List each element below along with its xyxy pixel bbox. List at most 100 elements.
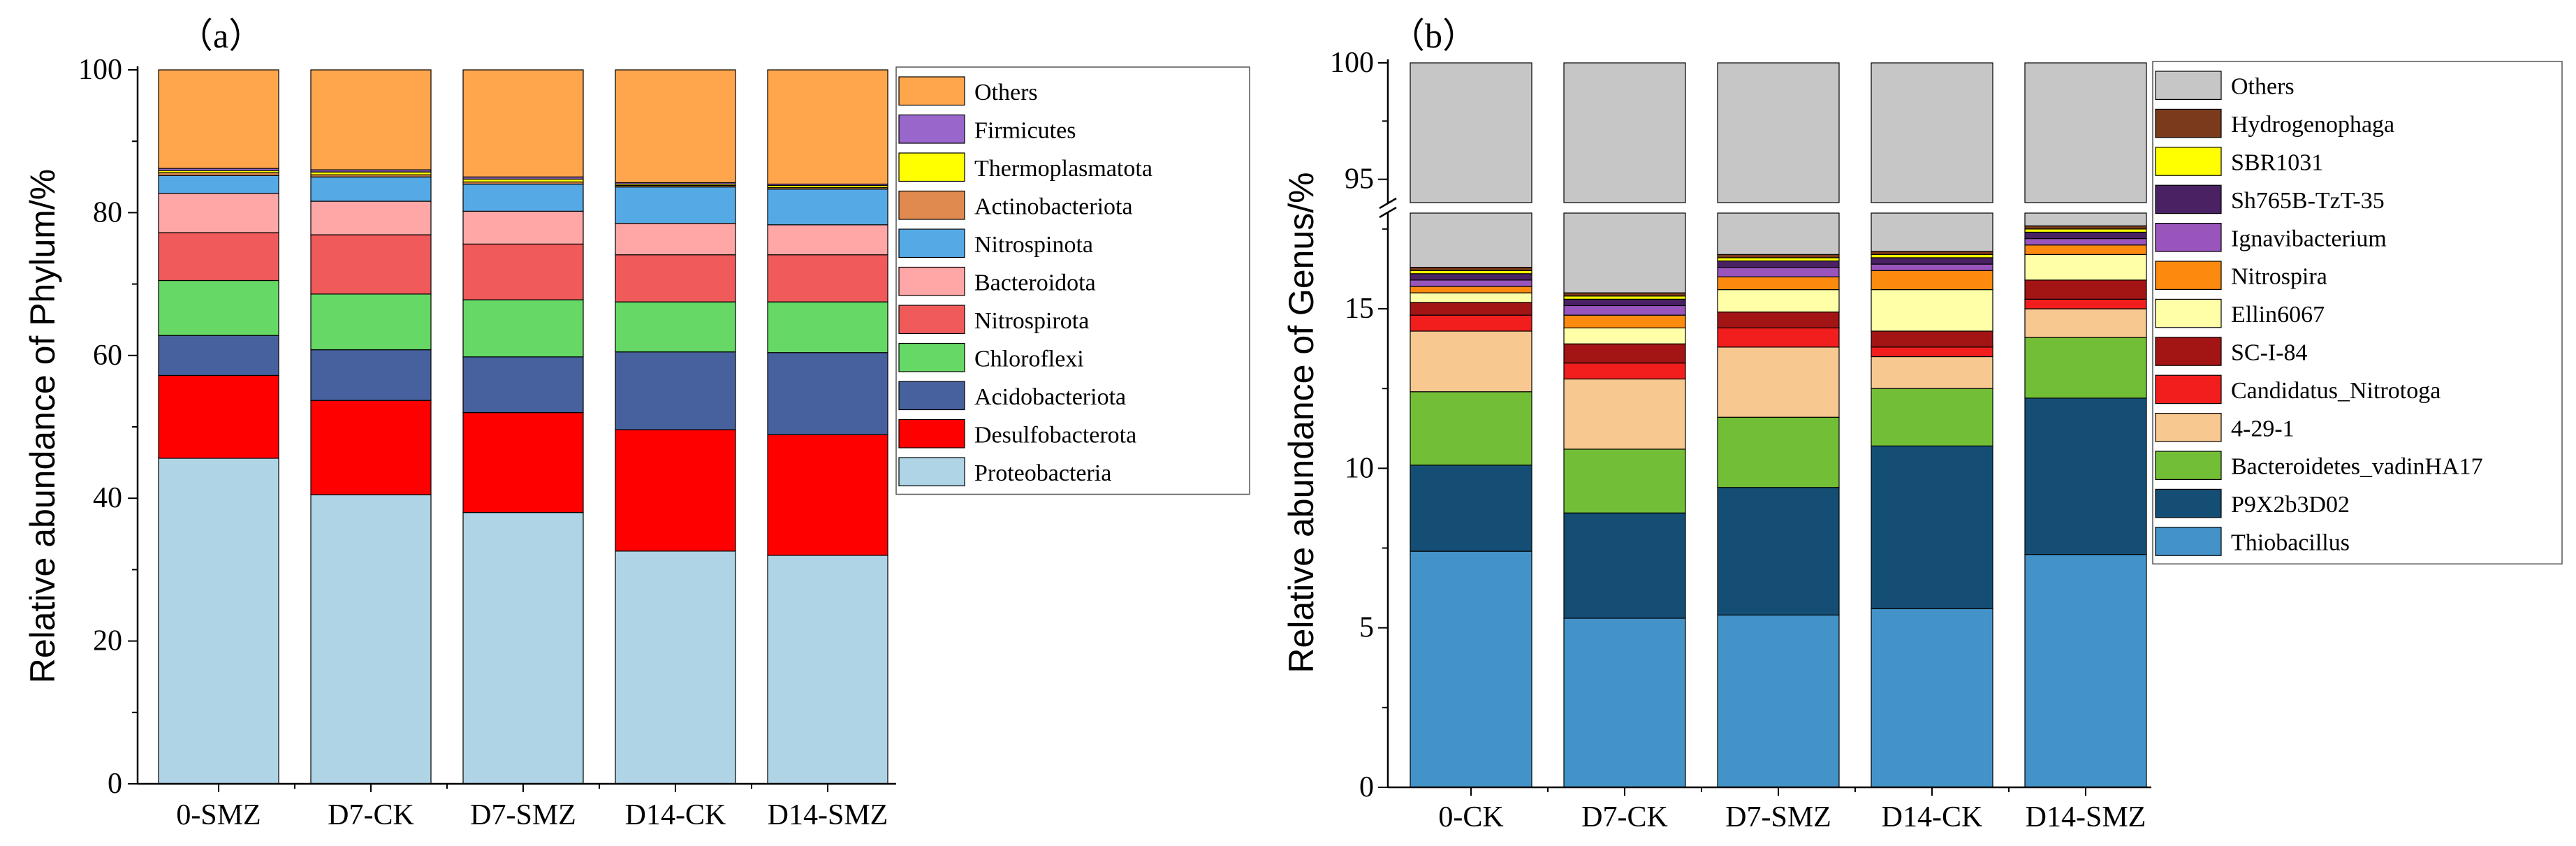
bar-b-d14-ck-4-29-1 bbox=[1871, 356, 1993, 389]
legend-b-swatch-candidatus-nitrotoga bbox=[2155, 374, 2222, 404]
bar-a-d7-ck-thermoplasmatota bbox=[310, 171, 432, 175]
bar-a-d14-ck-chloroflexi bbox=[615, 301, 736, 353]
bar-a-d14-ck-desulfobacterota bbox=[615, 429, 736, 552]
bar-a-d14-ck-bacteroidota bbox=[615, 223, 736, 256]
legend-a-label-desulfobacterota: Desulfobacterota bbox=[974, 422, 1136, 448]
x-tick-label-a-d7-ck: D7-CK bbox=[328, 799, 414, 831]
legend-a-swatch-proteobacteria bbox=[898, 457, 965, 487]
bar-b-d7-smz-others bbox=[1717, 62, 1840, 203]
y-tick-label-b-100: 100 bbox=[1330, 47, 1374, 79]
legend-a-swatch-firmicutes bbox=[898, 114, 965, 144]
bar-b-d7-smz-p9x2b3d02 bbox=[1717, 487, 1840, 616]
legend-a-label-thermoplasmatota: Thermoplasmatota bbox=[974, 156, 1152, 182]
bar-b-d7-smz-thiobacillus bbox=[1717, 614, 1840, 788]
y-tick-label-a-40: 40 bbox=[93, 482, 122, 514]
legend-b-swatch-bacteroidetes-vadinha17 bbox=[2155, 451, 2222, 481]
x-tick-label-a-d14-smz: D14-SMZ bbox=[768, 799, 888, 831]
x-tick-label-b-d14-smz: D14-SMZ bbox=[2026, 801, 2146, 833]
y-tick-label-b-15: 15 bbox=[1345, 293, 1374, 325]
bar-a-0-smz-bacteroidota bbox=[158, 193, 279, 233]
bar-b-d14-ck-ellin6067 bbox=[1871, 289, 1993, 332]
legend-b-swatch-hydrogenophaga bbox=[2155, 108, 2222, 138]
bar-a-0-smz-nitrospinota bbox=[158, 175, 279, 194]
bar-b-0-ck-nitrospira bbox=[1410, 286, 1532, 293]
panel-a-phylum-chart: （a） Relative abundance of Phylum/% 0-SMZ… bbox=[23, 16, 1250, 831]
bar-a-d7-smz-proteobacteria bbox=[462, 512, 584, 785]
bar-a-d14-smz-others bbox=[767, 69, 888, 185]
legend-b-label-ignavibacterium: Ignavibacterium bbox=[2231, 226, 2387, 251]
bar-b-d7-smz-candidatus-nitrotoga bbox=[1717, 327, 1840, 348]
bar-b-d7-ck-sbr1031 bbox=[1563, 296, 1686, 300]
bar-b-d7-smz-sh765b-tzt-35 bbox=[1717, 260, 1840, 268]
y-tick-label-a-20: 20 bbox=[93, 625, 122, 657]
bar-b-d7-ck-others bbox=[1563, 212, 1686, 293]
legend-b-swatch-thiobacillus bbox=[2155, 527, 2222, 556]
bar-b-0-ck-others bbox=[1410, 212, 1532, 268]
bar-b-d7-ck-others bbox=[1563, 62, 1686, 203]
y-tick-label-b-10: 10 bbox=[1345, 452, 1374, 484]
bar-a-d7-ck-proteobacteria bbox=[310, 494, 432, 785]
bar-a-0-smz-chloroflexi bbox=[158, 279, 279, 336]
bar-a-d7-smz-thermoplasmatota bbox=[462, 178, 584, 183]
bar-b-d7-ck-thiobacillus bbox=[1563, 618, 1686, 788]
bar-a-d7-ck-nitrospirota bbox=[310, 234, 432, 295]
bar-b-d14-ck-bacteroidetes-vadinha17 bbox=[1871, 388, 1993, 446]
bar-b-d7-smz-sc-i-84 bbox=[1717, 311, 1840, 329]
y-tick-label-a-60: 60 bbox=[93, 340, 122, 372]
bar-b-0-ck-4-29-1 bbox=[1410, 330, 1532, 393]
x-tick-label-b-d7-smz: D7-SMZ bbox=[1725, 801, 1831, 833]
bar-b-0-ck-candidatus-nitrotoga bbox=[1410, 314, 1532, 332]
bar-b-0-ck-p9x2b3d02 bbox=[1410, 465, 1532, 552]
axis-break-mark-b bbox=[1379, 197, 1397, 210]
bar-a-d14-ck-proteobacteria bbox=[615, 550, 736, 785]
legend-a-swatch-nitrospirota bbox=[898, 305, 965, 335]
bar-a-d7-ck-acidobacteriota bbox=[310, 349, 432, 401]
panel-b-label: （b） bbox=[1390, 16, 1477, 55]
axis-break-mark-b bbox=[1379, 206, 1397, 219]
bar-b-d14-smz-ignavibacterium bbox=[2024, 238, 2147, 246]
bar-a-d14-ck-nitrospirota bbox=[615, 254, 736, 302]
bar-a-d7-ck-bacteroidota bbox=[310, 200, 432, 235]
legend-b-label-sc-i-84: SC-I-84 bbox=[2231, 340, 2308, 366]
bar-b-0-ck-ellin6067 bbox=[1410, 292, 1532, 303]
x-tick-label-b-d14-ck: D14-CK bbox=[1882, 801, 1983, 833]
bar-b-d7-ck-p9x2b3d02 bbox=[1563, 512, 1686, 619]
bar-a-d7-smz-nitrospirota bbox=[462, 243, 584, 300]
legend-b-label-sh765b-tzt-35: Sh765B-TzT-35 bbox=[2231, 188, 2385, 214]
legend-a-swatch-chloroflexi bbox=[898, 342, 965, 372]
bar-b-d14-ck-sbr1031 bbox=[1871, 254, 1993, 258]
bar-a-d7-ck-nitrospinota bbox=[310, 176, 432, 202]
bar-b-d7-smz-nitrospira bbox=[1717, 276, 1840, 291]
bar-a-d7-smz-acidobacteriota bbox=[462, 356, 584, 414]
legend-a-label-acidobacteriota: Acidobacteriota bbox=[974, 384, 1126, 410]
legend-a: Others Firmicutes Thermoplasmatota Actinoba… bbox=[895, 66, 1250, 495]
bar-b-d7-smz-bacteroidetes-vadinha17 bbox=[1717, 416, 1840, 488]
bar-b-d7-smz-others bbox=[1717, 212, 1840, 255]
legend-b-label-sbr1031: SBR1031 bbox=[2231, 150, 2323, 176]
legend-a-label-chloroflexi: Chloroflexi bbox=[974, 346, 1084, 372]
bar-b-d7-ck-bacteroidetes-vadinha17 bbox=[1563, 448, 1686, 513]
legend-a-swatch-bacteroidota bbox=[898, 266, 965, 296]
legend-b: Others Hydrogenophaga SBR1031 Sh765B-TzT-35… bbox=[2152, 61, 2563, 564]
bar-b-d7-ck-sh765b-tzt-35 bbox=[1563, 298, 1686, 307]
bar-b-d7-ck-ignavibacterium bbox=[1563, 305, 1686, 316]
bar-b-d14-smz-candidatus-nitrotoga bbox=[2024, 298, 2147, 309]
panel-a-y-axis-label: Relative abundance of Phylum/% bbox=[23, 169, 62, 684]
bar-b-d7-smz-4-29-1 bbox=[1717, 347, 1840, 418]
bar-b-0-ck-thiobacillus bbox=[1410, 550, 1532, 788]
bar-b-d14-ck-candidatus-nitrotoga bbox=[1871, 347, 1993, 358]
bar-a-d7-smz-desulfobacterota bbox=[462, 411, 584, 513]
bar-b-d14-ck-nitrospira bbox=[1871, 270, 1993, 291]
bar-a-d7-smz-nitrospinota bbox=[462, 183, 584, 212]
bar-b-d14-smz-others bbox=[2024, 212, 2147, 226]
bar-b-d7-ck-nitrospira bbox=[1563, 314, 1686, 328]
panel-b-genus-chart: （b） Relative abundance of Genus/% 0-CK D7… bbox=[1282, 16, 2563, 833]
legend-a-swatch-desulfobacterota bbox=[898, 418, 965, 448]
legend-a-label-actinobacteriota: Actinobacteriota bbox=[974, 194, 1133, 219]
bar-a-0-smz-actinobacteriota bbox=[158, 172, 279, 176]
legend-b-swatch-4-29-1 bbox=[2155, 412, 2222, 442]
legend-b-swatch-sh765b-tzt-35 bbox=[2155, 184, 2222, 214]
legend-a-swatch-actinobacteriota bbox=[898, 190, 965, 220]
legend-b-label-others: Others bbox=[2231, 74, 2295, 100]
bar-a-d7-ck-desulfobacterota bbox=[310, 400, 432, 495]
